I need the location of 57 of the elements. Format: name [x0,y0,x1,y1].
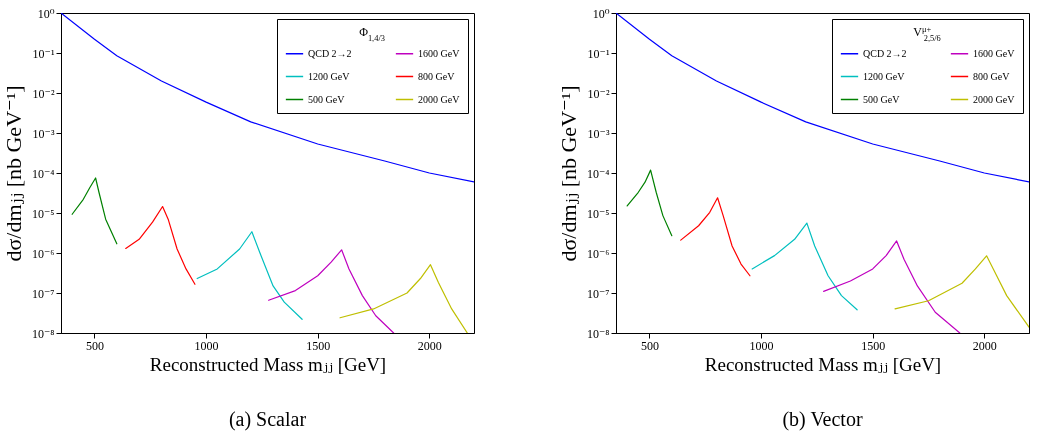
y-tick-label: 10⁻² [32,86,55,101]
y-tick-label: 10⁻³ [32,126,55,141]
x-tick-label: 2000 [417,338,442,353]
x-tick-label: 1000 [749,338,774,353]
line-series [823,240,961,333]
legend-label: 2000 GeV [973,93,1016,105]
line-series [125,205,196,285]
x-tick-label: 1500 [861,338,886,353]
y-tick-label: 10⁰ [592,6,610,21]
line-series [751,222,858,311]
x-axis-title: Reconstructed Mass mⱼⱼ [GeV] [149,353,387,375]
x-tick-label: 1500 [306,338,331,353]
legend-label: 1200 GeV [308,70,351,82]
line-series [196,231,303,320]
line-series [339,264,468,333]
x-axis-title: Reconstructed Mass mⱼⱼ [GeV] [704,353,942,375]
line-series [626,169,673,237]
legend-label: 500 GeV [863,93,901,105]
y-tick-label: 10⁻⁶ [586,246,610,261]
legend-label: 1600 GeV [418,47,461,59]
y-tick-label: 10⁻⁶ [31,246,55,261]
y-axis-title: dσ/dmⱼⱼ [nb GeV⁻¹] [0,85,26,262]
x-tick-label: 2000 [972,338,997,353]
legend-label: 800 GeV [973,70,1011,82]
line-series [616,13,1029,183]
legend-label: 800 GeV [418,70,456,82]
line-series [71,177,118,245]
y-tick-label: 10⁻⁸ [586,326,610,341]
legend-label: 1200 GeV [863,70,906,82]
y-tick-label: 10⁻⁵ [586,206,610,221]
legend-label: 1600 GeV [973,47,1016,59]
y-tick-label: 10⁻¹ [587,46,610,61]
line-series [61,13,474,183]
line-series [268,249,395,333]
x-tick-label: 1000 [194,338,219,353]
y-tick-label: 10⁻⁷ [31,286,55,301]
y-axis-title: dσ/dmⱼⱼ [nb GeV⁻¹] [555,85,581,262]
text: (a) Scalar [228,408,307,431]
legend-label: 2000 GeV [418,93,461,105]
y-tick-label: 10⁻² [587,86,610,101]
y-tick-label: 10⁰ [37,6,55,21]
y-tick-label: 10⁻⁸ [31,326,55,341]
y-tick-label: 10⁻⁵ [31,206,55,221]
y-tick-label: 10⁻³ [587,126,610,141]
x-tick-label: 500 [640,338,659,353]
legend-label: 500 GeV [308,93,346,105]
legend-label: QCD 2→2 [308,47,352,59]
x-tick-label: 500 [85,338,104,353]
y-tick-label: 10⁻⁷ [586,286,610,301]
y-tick-label: 10⁻¹ [32,46,55,61]
legend-label: QCD 2→2 [863,47,907,59]
y-tick-label: 10⁻⁴ [586,166,610,181]
legend-title: Φ$_{1,4/3}$ [359,25,385,43]
line-series [680,197,751,277]
line-series [894,255,1029,328]
y-tick-label: 10⁻⁴ [31,166,55,181]
text: (b) Vector [782,408,863,431]
